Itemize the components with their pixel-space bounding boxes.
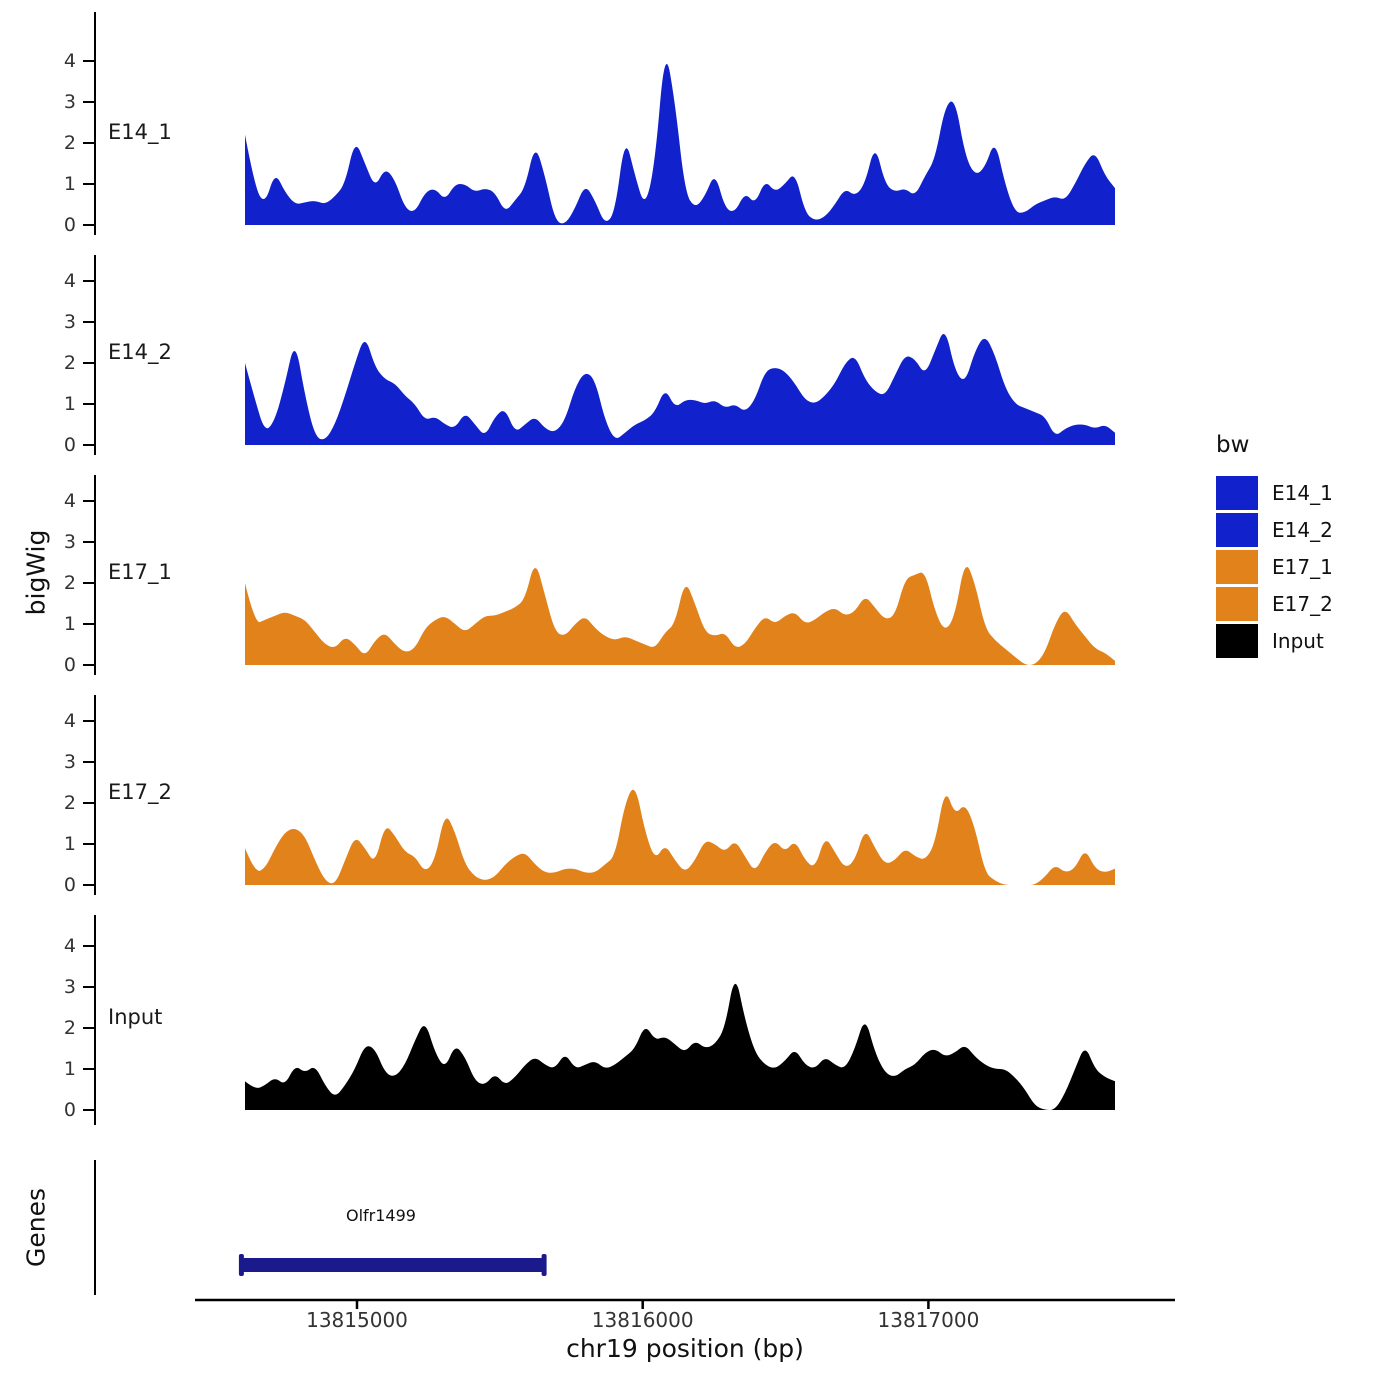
legend-swatch — [1216, 549, 1258, 584]
y-tick-label: 2 — [63, 1017, 76, 1039]
y-tick-label: 4 — [63, 490, 76, 512]
legend-item-label: E14_2 — [1272, 517, 1333, 542]
track-label-e17-1: E17_1 — [108, 560, 172, 584]
legend-swatch — [1216, 475, 1258, 510]
y-tick-label: 2 — [63, 572, 76, 594]
legend-item: E14_1 — [1216, 474, 1396, 511]
legend-swatch — [1216, 512, 1258, 547]
y-tick-label: 2 — [63, 352, 76, 374]
legend: bw E14_1 E14_2 E17_1 E17_2 Input — [1216, 432, 1396, 659]
y-tick-label: 0 — [63, 214, 76, 236]
y-tick-label: 0 — [63, 1099, 76, 1121]
track-label-e14-2: E14_2 — [108, 340, 172, 364]
legend-item-label: E14_1 — [1272, 480, 1333, 505]
legend-item-label: E17_2 — [1272, 591, 1333, 616]
y-tick-label: 0 — [63, 654, 76, 676]
y-tick-label: 1 — [63, 1058, 76, 1080]
x-axis-title: chr19 position (bp) — [566, 1334, 804, 1363]
y-tick-label: 1 — [63, 833, 76, 855]
gene-label: Olfr1499 — [346, 1206, 416, 1225]
y-tick-label: 3 — [63, 91, 76, 113]
legend-swatch — [1216, 586, 1258, 621]
legend-item-label: E17_1 — [1272, 554, 1333, 579]
track-label-input: Input — [108, 1005, 163, 1029]
legend-item-label: Input — [1272, 628, 1324, 653]
legend-swatch — [1216, 623, 1258, 658]
y-tick-label: 3 — [63, 311, 76, 333]
track-label-e14-1: E14_1 — [108, 120, 172, 144]
legend-item: E17_1 — [1216, 548, 1396, 585]
y-tick-label: 2 — [63, 792, 76, 814]
track-label-e17-2: E17_2 — [108, 780, 172, 804]
y-tick-label: 3 — [63, 976, 76, 998]
y-tick-label: 2 — [63, 132, 76, 154]
legend-title: bw — [1216, 432, 1250, 458]
legend-item: E14_2 — [1216, 511, 1396, 548]
y-tick-label: 4 — [63, 50, 76, 72]
y-tick-label: 1 — [63, 173, 76, 195]
y-tick-label: 1 — [63, 613, 76, 635]
x-tick-label: 13817000 — [877, 1308, 980, 1332]
x-tick-label: 13815000 — [306, 1308, 408, 1332]
legend-item: E17_2 — [1216, 585, 1396, 622]
y-tick-label: 4 — [63, 935, 76, 957]
genes-track-title: Genes — [21, 1188, 51, 1268]
y-tick-label: 4 — [63, 270, 76, 292]
y-tick-label: 1 — [63, 393, 76, 415]
legend-item: Input — [1216, 622, 1396, 659]
y-tick-label: 0 — [63, 874, 76, 896]
x-tick-label: 13816000 — [591, 1308, 694, 1332]
gene-body — [239, 1258, 546, 1272]
y-tick-label: 3 — [63, 531, 76, 553]
y-tick-label: 3 — [63, 751, 76, 773]
y-tick-label: 4 — [63, 710, 76, 732]
y-tick-label: 0 — [63, 434, 76, 456]
